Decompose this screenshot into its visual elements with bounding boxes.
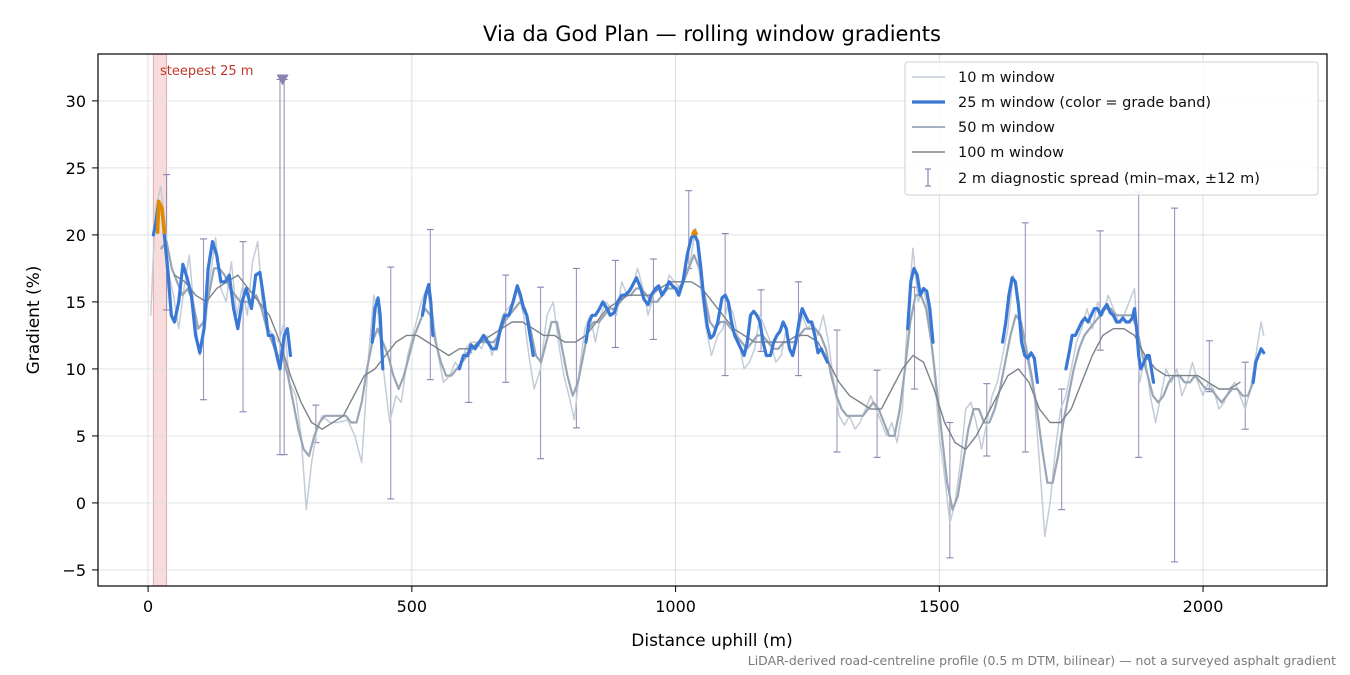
x-tick-label: 1500 bbox=[919, 597, 960, 616]
steep-segment-25m bbox=[155, 199, 167, 234]
errorbar bbox=[1021, 222, 1029, 453]
series-line-25m bbox=[906, 266, 935, 344]
y-tick-label: 25 bbox=[66, 159, 86, 178]
errorbar-layer bbox=[163, 78, 1249, 563]
series-line-25m bbox=[420, 282, 435, 337]
errorbar bbox=[649, 258, 657, 340]
y-tick-label: 20 bbox=[66, 226, 86, 245]
outlier-marker-layer bbox=[276, 74, 289, 86]
outlier-marker bbox=[276, 74, 289, 86]
legend-item-100m: 100 m window bbox=[912, 145, 1064, 161]
series-line-25m bbox=[151, 199, 293, 371]
errorbar bbox=[1058, 388, 1066, 511]
y-axis-label: Gradient (%) bbox=[24, 266, 44, 375]
series-layer bbox=[149, 185, 1266, 538]
x-tick-label: 500 bbox=[397, 597, 428, 616]
errorbar bbox=[537, 286, 545, 460]
series-line-100m bbox=[173, 274, 1241, 450]
series-line-25m bbox=[457, 284, 535, 371]
errorbar bbox=[239, 241, 247, 413]
series-line-25m bbox=[1064, 303, 1156, 384]
legend: 10 m window 25 m window (color = grade b… bbox=[904, 61, 1319, 196]
legend-item-25m: 25 m window (color = grade band) bbox=[912, 95, 1211, 111]
footnote: LiDAR-derived road-centreline profile (0… bbox=[748, 653, 1336, 668]
series-line-25m bbox=[370, 296, 385, 371]
y-tick-label: 10 bbox=[66, 360, 86, 379]
chart-title: Via da God Plan — rolling window gradien… bbox=[483, 22, 941, 46]
legend-item-50m: 50 m window bbox=[912, 120, 1055, 136]
steep-segment-layer bbox=[155, 199, 698, 236]
errorbar bbox=[1096, 230, 1104, 351]
steepest-annotation: steepest 25 m bbox=[160, 64, 253, 79]
legend-item-10m: 10 m window bbox=[912, 70, 1055, 86]
legend-box bbox=[904, 61, 1319, 196]
errorbar bbox=[946, 421, 954, 559]
y-tick-label: −5 bbox=[62, 561, 86, 580]
x-axis-label: Distance uphill (m) bbox=[631, 631, 792, 651]
series-line-25m bbox=[1251, 347, 1266, 384]
x-tick-label: 1000 bbox=[655, 597, 696, 616]
plot-frame bbox=[97, 53, 1328, 587]
errorbar bbox=[502, 274, 510, 383]
y-tick-label: 15 bbox=[66, 293, 86, 312]
grid-layer bbox=[98, 54, 1327, 586]
errorbar bbox=[833, 329, 841, 453]
legend-label-50m: 50 m window bbox=[958, 120, 1055, 136]
steepest-highlight-layer bbox=[152, 54, 168, 586]
legend-item-errorbar: 2 m diagnostic spread (min–max, ±12 m) bbox=[925, 168, 1260, 187]
y-tick-label: 0 bbox=[76, 494, 86, 513]
series-line-25m bbox=[1001, 276, 1039, 384]
legend-label-100m: 100 m window bbox=[958, 145, 1064, 161]
series-line-25m bbox=[584, 233, 830, 364]
legend-label-10m: 10 m window bbox=[958, 70, 1055, 86]
x-tick-label: 2000 bbox=[1183, 597, 1224, 616]
steep-segment-25m bbox=[691, 229, 698, 236]
errorbar bbox=[387, 266, 395, 500]
x-tick-label: 0 bbox=[143, 597, 153, 616]
errorbar bbox=[1171, 207, 1179, 563]
y-tick-label: 30 bbox=[66, 92, 86, 111]
errorbar bbox=[721, 233, 729, 377]
y-tick-label: 5 bbox=[76, 427, 86, 446]
legend-label-errorbar: 2 m diagnostic spread (min–max, ±12 m) bbox=[958, 171, 1260, 187]
steepest-band bbox=[153, 54, 167, 586]
legend-label-25m: 25 m window (color = grade band) bbox=[958, 95, 1211, 111]
tick-layer: 0 500 1000 1500 2000 −5 0 5 10 15 20 25 30 bbox=[62, 92, 1223, 616]
